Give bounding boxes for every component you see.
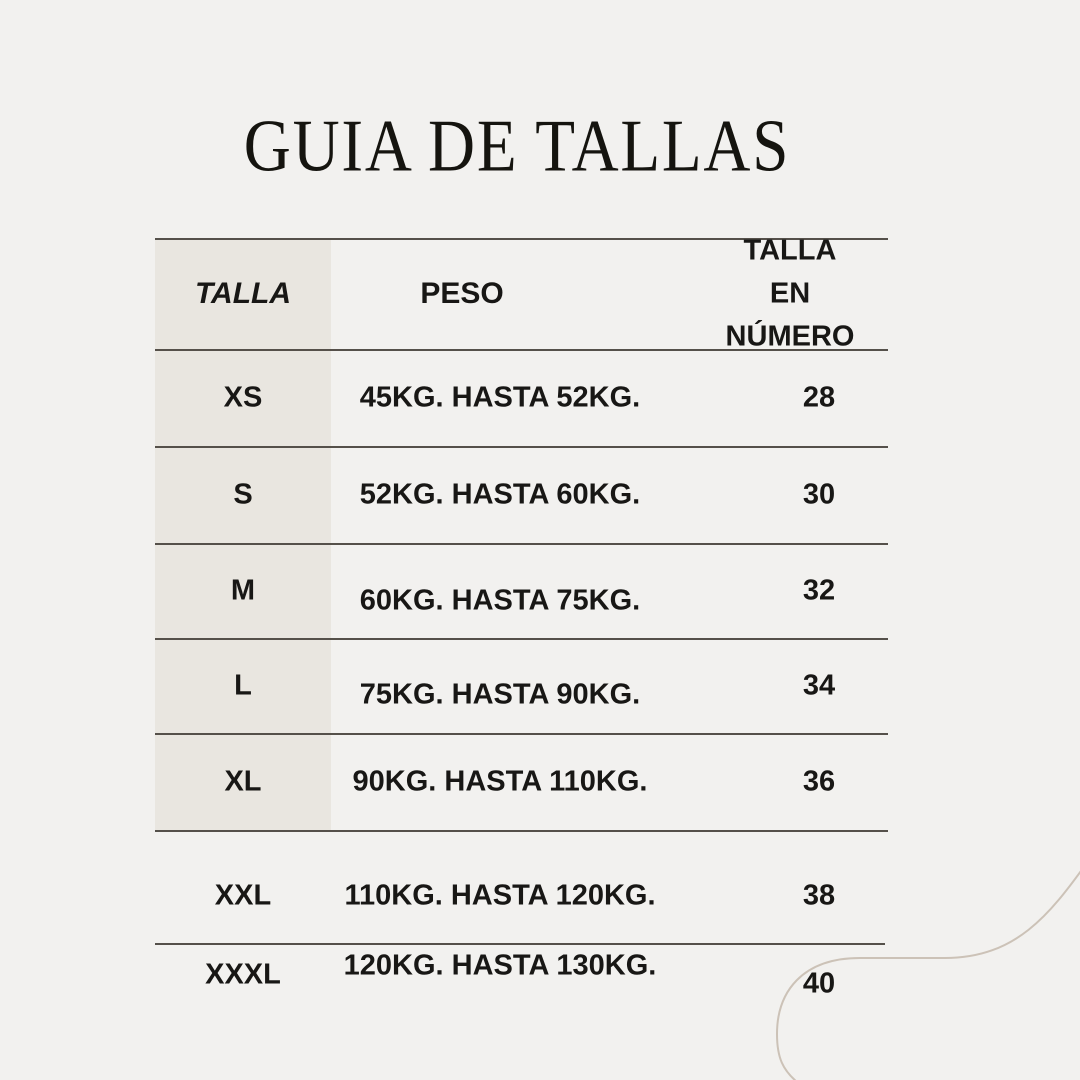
- size-number: 28: [802, 381, 836, 413]
- size-label: S: [233, 478, 253, 510]
- size-number: 36: [802, 765, 836, 797]
- weight-range: 45KG. HASTA 52KG.: [359, 381, 641, 413]
- weight-range: 52KG. HASTA 60KG.: [359, 478, 641, 510]
- table-row: XL 90KG. HASTA 110KG. 36: [155, 733, 888, 830]
- table-row: M 60KG. HASTA 75KG. 32: [155, 543, 888, 638]
- table-row: XXL 110KG. HASTA 120KG. 38: [155, 830, 888, 943]
- size-label: XXXL: [205, 958, 281, 991]
- row-divider: [155, 543, 888, 545]
- row-divider: [155, 733, 888, 735]
- size-guide-table: TALLA PESO TALLA EN NÚMERO XS 45KG. HAST…: [155, 234, 888, 1080]
- weight-range: 120KG. HASTA 130KG.: [343, 949, 657, 982]
- size-label: XXL: [214, 879, 272, 911]
- row-divider: [155, 349, 888, 351]
- size-label: M: [230, 574, 256, 606]
- table-row: L 75KG. HASTA 90KG. 34: [155, 638, 888, 733]
- size-number: 32: [802, 574, 836, 606]
- size-number: 38: [802, 879, 836, 911]
- header-weight: PESO: [420, 276, 504, 310]
- table-header-row: TALLA PESO TALLA EN NÚMERO: [155, 234, 888, 352]
- row-divider: [155, 943, 885, 945]
- size-number: 30: [802, 478, 836, 510]
- row-divider: [155, 638, 888, 640]
- size-column-band: [155, 238, 331, 830]
- header-number: TALLA EN NÚMERO: [725, 234, 855, 352]
- header-size: TALLA: [194, 276, 292, 310]
- size-number: 34: [802, 669, 836, 701]
- page-title: GUIA DE TALLAS: [243, 105, 791, 188]
- table-row: XXXL 120KG. HASTA 130KG. 40: [155, 943, 888, 1007]
- table-row: XS 45KG. HASTA 52KG. 28: [155, 349, 888, 446]
- table-row: S 52KG. HASTA 60KG. 30: [155, 446, 888, 543]
- size-number: 40: [802, 967, 836, 1000]
- weight-range: 75KG. HASTA 90KG.: [359, 678, 641, 710]
- weight-range: 110KG. HASTA 120KG.: [344, 879, 656, 911]
- weight-range: 60KG. HASTA 75KG.: [359, 584, 641, 616]
- size-label: XL: [224, 765, 262, 797]
- row-divider: [155, 830, 888, 832]
- row-divider: [155, 446, 888, 448]
- size-label: XS: [223, 381, 263, 413]
- size-label: L: [234, 669, 252, 701]
- row-divider: [155, 238, 888, 240]
- weight-range: 90KG. HASTA 110KG.: [352, 765, 648, 797]
